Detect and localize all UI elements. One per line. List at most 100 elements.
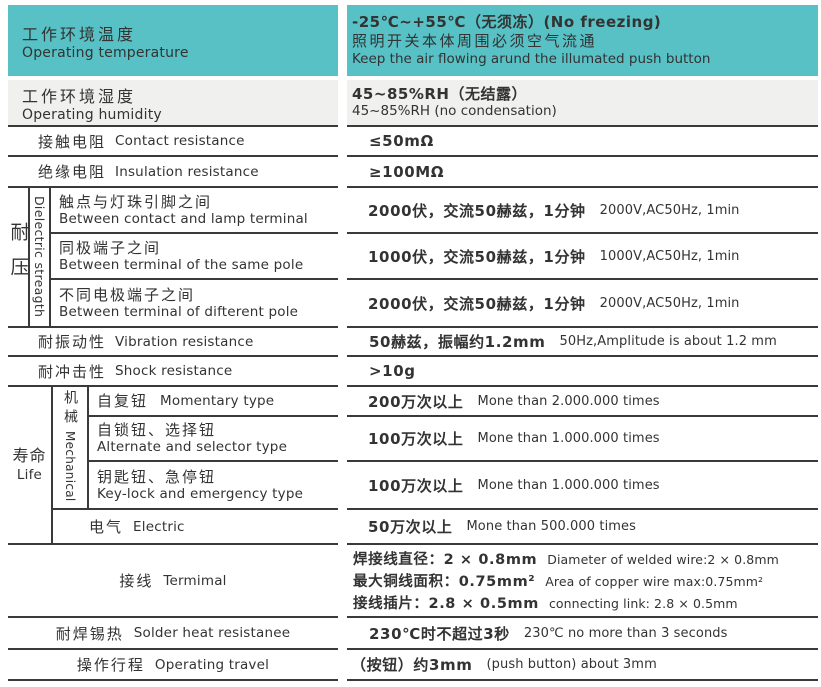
operating-temperature-label-zh: 工作环境温度 bbox=[22, 24, 137, 44]
operating-temperature-label-cell: 工作环境温度 Operating temperature bbox=[8, 5, 338, 76]
life-sublabel-alternate: 自锁钮、选择钮 Alternate and selector type bbox=[89, 417, 338, 462]
life-sublabel-electric: 电气 Electric bbox=[53, 510, 338, 543]
mechanical-label-cell: 机械 Mechanical bbox=[53, 387, 89, 508]
solder-label-zh: 耐焊锡热 bbox=[55, 624, 124, 643]
solder-value-zh: 230℃时不超过3秒 bbox=[369, 624, 510, 643]
shock-label-zh: 耐冲击性 bbox=[38, 362, 107, 381]
vibration-value-zh: 50赫兹，振幅约1.2mm bbox=[369, 333, 546, 351]
operating-humidity-value-cell: 45~85%RH（无结露） 45~85%RH (no condensation) bbox=[347, 80, 818, 127]
mechanical-sublabels: 自复钮 Momentary type 自锁钮、选择钮 Alternate and… bbox=[89, 387, 338, 508]
dielectric-sublabel-3-en: Between terminal of difterent pole bbox=[59, 303, 299, 320]
dielectric-left-cell: 耐压 Dielectric streagth 触点与灯珠引脚之间 Between… bbox=[8, 188, 338, 328]
life-sublabel-momentary: 自复钮 Momentary type bbox=[89, 387, 338, 417]
life-value-2-zh: 100万次以上 bbox=[368, 430, 464, 448]
specification-table: 工作环境温度 Operating temperature -25℃~+55℃（无… bbox=[8, 5, 818, 681]
column-gap bbox=[338, 157, 347, 188]
column-gap bbox=[338, 650, 347, 681]
life-inner: 机械 Mechanical 自复钮 Momentary type 自锁钮、选择钮… bbox=[53, 387, 338, 543]
terminal-line-1-en: Diameter of welded wire:2 × 0.8mm bbox=[547, 552, 779, 567]
life-sublabel-2-zh: 自锁钮、选择钮 bbox=[97, 421, 217, 440]
life-sublabel-3-zh: 钥匙钮、急停钮 bbox=[97, 467, 217, 486]
dielectric-sublabel-1-en: Between contact and lamp terminal bbox=[59, 210, 308, 227]
life-value-electric-en: Mone than 500.000 times bbox=[466, 519, 637, 534]
life-group-label-en: Life bbox=[16, 466, 43, 483]
dielectric-value-1-en: 2000V,AC50Hz, 1min bbox=[599, 202, 740, 218]
life-value-2-en: Mone than 1.000.000 times bbox=[477, 431, 660, 446]
contact-resistance-value-cell: ≤50mΩ bbox=[347, 127, 818, 157]
life-sublabel-1-en: Momentary type bbox=[160, 392, 275, 409]
life-value-3-zh: 100万次以上 bbox=[368, 476, 464, 495]
row-operating-temperature: 工作环境温度 Operating temperature -25℃~+55℃（无… bbox=[8, 5, 818, 76]
travel-value-zh: （按钮）约3mm bbox=[351, 656, 473, 674]
column-gap bbox=[338, 387, 347, 545]
life-sublabel-1-zh: 自复钮 bbox=[97, 392, 149, 410]
dielectric-value-2: 1000伏，交流50赫兹，1分钟 1000V,AC50Hz, 1min bbox=[347, 234, 818, 280]
life-value-keylock: 100万次以上 Mone than 1.000.000 times bbox=[347, 462, 818, 510]
solder-value-cell: 230℃时不超过3秒 230℃ no more than 3 seconds bbox=[347, 618, 818, 650]
contact-resistance-value: ≤50mΩ bbox=[369, 132, 434, 150]
life-value-1-en: Mone than 2.000.000 times bbox=[477, 393, 660, 409]
dielectric-sublabel-1-zh: 触点与灯珠引脚之间 bbox=[59, 192, 213, 211]
shock-value: >10g bbox=[369, 362, 416, 380]
dielectric-value-2-zh: 1000伏，交流50赫兹，1分钟 bbox=[368, 247, 586, 266]
operating-temperature-value-cell: -25℃~+55℃（无须冻）(No freezing) 照明开关本体周围必须空气… bbox=[347, 5, 818, 76]
dielectric-value-3-zh: 2000伏，交流50赫兹，1分钟 bbox=[368, 294, 586, 313]
travel-value-cell: （按钮）约3mm (push button) about 3mm bbox=[347, 650, 818, 681]
column-gap bbox=[338, 80, 347, 127]
life-value-alternate: 100万次以上 Mone than 1.000.000 times bbox=[347, 417, 818, 462]
terminal-label-cell: 接线 Termimal bbox=[8, 545, 338, 618]
dielectric-sublabels: 触点与灯珠引脚之间 Between contact and lamp termi… bbox=[51, 188, 338, 326]
dielectric-sublabel-2-zh: 同极端子之间 bbox=[59, 238, 162, 257]
column-gap bbox=[338, 357, 347, 387]
vibration-label-zh: 耐振动性 bbox=[38, 333, 107, 351]
row-terminal: 接线 Termimal 焊接线直径：2 × 0.8mm Diameter of … bbox=[8, 545, 818, 618]
row-group-life: 寿命 Life 机械 Mechanical 自复钮 Momentary type bbox=[8, 387, 818, 545]
mechanical-label-en: Mechanical bbox=[63, 431, 77, 502]
insulation-resistance-value-cell: ≥100MΩ bbox=[347, 157, 818, 188]
temperature-range-value: -25℃~+55℃（无须冻）(No freezing) bbox=[352, 13, 662, 32]
contact-resistance-label-zh: 接触电阻 bbox=[38, 132, 107, 151]
terminal-line-connecting-link: 接线插片：2.8 × 0.5mm connecting link: 2.8 × … bbox=[353, 592, 818, 613]
terminal-line-3-zh: 接线插片：2.8 × 0.5mm bbox=[353, 596, 539, 612]
dielectric-value-1-zh: 2000伏，交流50赫兹，1分钟 bbox=[368, 201, 586, 220]
dielectric-group-label-zh-cell: 耐压 bbox=[7, 188, 30, 326]
life-sublabel-2-en: Alternate and selector type bbox=[97, 439, 288, 456]
operating-humidity-label-cell: 工作环境湿度 Operating humidity bbox=[8, 80, 338, 127]
dielectric-value-3: 2000伏，交流50赫兹，1分钟 2000V,AC50Hz, 1min bbox=[347, 280, 818, 326]
temperature-note-zh: 照明开关本体周围必须空气流通 bbox=[352, 32, 598, 51]
dielectric-group-label-en: Dielectric streagth bbox=[32, 196, 47, 318]
dielectric-sublabel-3-zh: 不同电极端子之间 bbox=[59, 285, 196, 304]
operating-humidity-label-en: Operating humidity bbox=[22, 106, 162, 123]
life-value-1-zh: 200万次以上 bbox=[368, 392, 464, 411]
column-gap bbox=[338, 5, 347, 76]
row-operating-humidity: 工作环境湿度 Operating humidity 45~85%RH（无结露） … bbox=[8, 80, 818, 127]
terminal-line-welded-wire: 焊接线直径：2 × 0.8mm Diameter of welded wire:… bbox=[353, 548, 818, 569]
dielectric-values-cell: 2000伏，交流50赫兹，1分钟 2000V,AC50Hz, 1min 1000… bbox=[347, 188, 818, 328]
terminal-line-3-en: connecting link: 2.8 × 0.5mm bbox=[548, 596, 738, 611]
life-values-cell: 200万次以上 Mone than 2.000.000 times 100万次以… bbox=[347, 387, 818, 545]
electric-label-zh: 电气 bbox=[89, 518, 124, 536]
life-value-electric-zh: 50万次以上 bbox=[368, 518, 453, 536]
life-group-label-zh: 寿命 bbox=[12, 445, 47, 465]
row-vibration-resistance: 耐振动性 Vibration resistance 50赫兹，振幅约1.2mm … bbox=[8, 328, 818, 357]
dielectric-sublabel-same-pole: 同极端子之间 Between terminal of the same pole bbox=[51, 234, 338, 280]
vibration-value-en: 50Hz,Amplitude is about 1.2 mm bbox=[559, 334, 777, 349]
shock-value-cell: >10g bbox=[347, 357, 818, 387]
dielectric-value-2-en: 1000V,AC50Hz, 1min bbox=[599, 248, 740, 264]
insulation-resistance-label-en: Insulation resistance bbox=[115, 163, 259, 180]
terminal-label-en: Termimal bbox=[163, 572, 227, 589]
vibration-label-cell: 耐振动性 Vibration resistance bbox=[8, 328, 338, 357]
terminal-line-2-zh: 最大铜线面积：0.75mm² bbox=[353, 574, 536, 590]
row-solder-heat: 耐焊锡热 Solder heat resistanee 230℃时不超过3秒 2… bbox=[8, 618, 818, 650]
life-value-momentary: 200万次以上 Mone than 2.000.000 times bbox=[347, 387, 818, 417]
insulation-resistance-label-cell: 绝缘电阻 Insulation resistance bbox=[8, 157, 338, 188]
life-value-electric: 50万次以上 Mone than 500.000 times bbox=[347, 510, 818, 543]
dielectric-sublabel-contact-lamp: 触点与灯珠引脚之间 Between contact and lamp termi… bbox=[51, 188, 338, 234]
life-mechanical-block: 机械 Mechanical 自复钮 Momentary type 自锁钮、选择钮… bbox=[53, 387, 338, 510]
temperature-note-en: Keep the air flowing arund the illumated… bbox=[352, 50, 711, 67]
column-gap bbox=[338, 188, 347, 328]
humidity-value-en: 45~85%RH (no condensation) bbox=[352, 103, 557, 120]
row-shock-resistance: 耐冲击性 Shock resistance >10g bbox=[8, 357, 818, 387]
dielectric-group-label-zh: 耐压 bbox=[7, 222, 30, 292]
dielectric-value-1: 2000伏，交流50赫兹，1分钟 2000V,AC50Hz, 1min bbox=[347, 188, 818, 234]
